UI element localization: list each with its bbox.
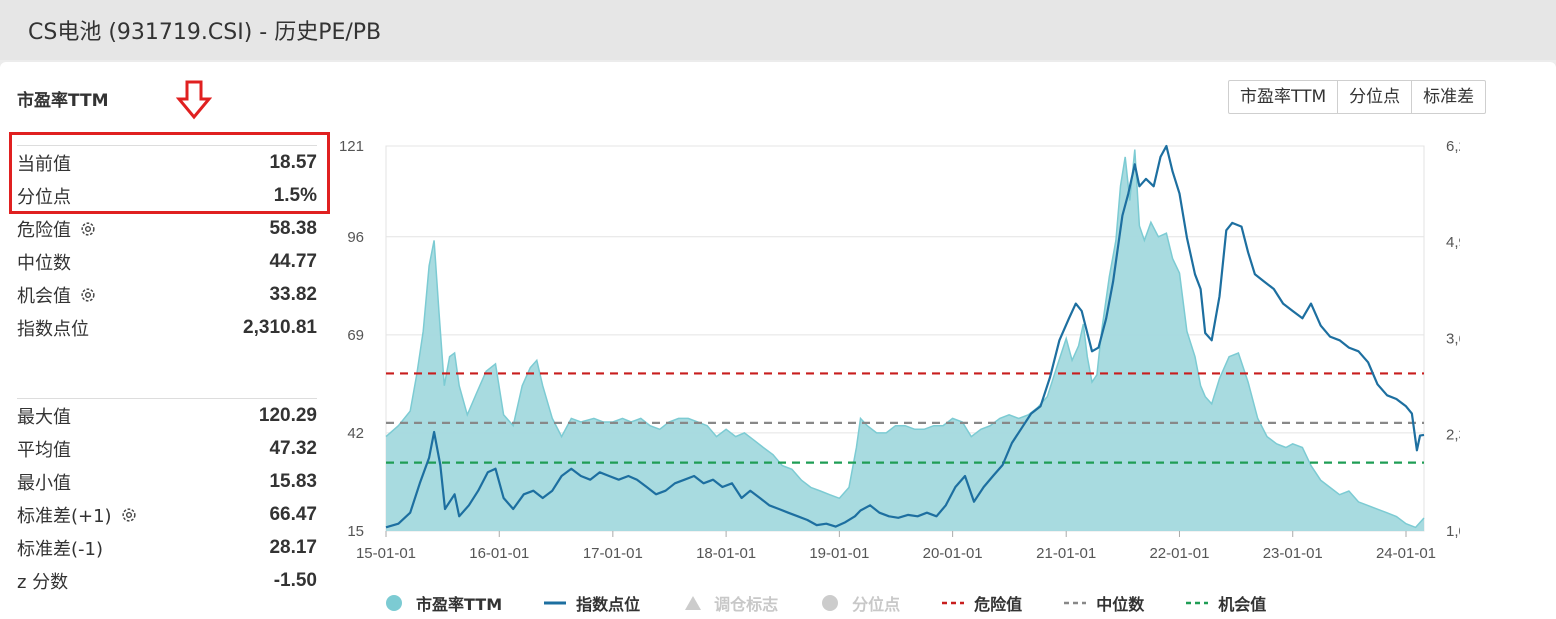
y-left-tick-label: 69 (347, 327, 364, 344)
stat-label: 最小值 (17, 472, 71, 494)
stat-value: 18.57 (269, 151, 317, 173)
stat-row-median: 中位数 44.77 (17, 245, 317, 278)
x-tick-label: 24-01-01 (1376, 545, 1436, 562)
stat-value: 2,310.81 (243, 316, 317, 338)
y-left-tick-label: 121 (339, 138, 364, 155)
stat-label: 指数点位 (17, 318, 89, 340)
gear-icon[interactable] (79, 220, 97, 238)
legend-label: 指数点位 (576, 595, 641, 614)
stat-value: 58.38 (269, 217, 317, 239)
stat-label: 标准差(-1) (17, 538, 103, 560)
title-bar: CS电池 (931719.CSI) - 历史PE/PB (0, 0, 1556, 60)
stat-value: 120.29 (258, 404, 317, 426)
page-title: CS电池 (931719.CSI) - 历史PE/PB (28, 20, 382, 45)
stat-label: 中位数 (17, 252, 71, 274)
stat-row-max: 最大值 120.29 (17, 399, 317, 432)
legend-triangle-icon (685, 596, 702, 610)
stat-label: 标准差(+1) (17, 505, 112, 527)
stat-value: -1.50 (273, 569, 317, 591)
legend-item[interactable]: 调仓标志 (682, 591, 778, 615)
x-tick-label: 21-01-01 (1036, 545, 1096, 562)
stat-row-mean: 平均值 47.32 (17, 432, 317, 465)
std-dev-button[interactable]: 标准差 (1423, 87, 1475, 107)
legend-dash-icon (1186, 601, 1209, 605)
stat-label: 当前值 (17, 153, 71, 175)
legend-dash-icon (942, 601, 965, 605)
metric-button-group: 市盈率TTM 分位点 标准差 (1228, 80, 1487, 114)
x-tick-label: 15-01-01 (356, 545, 416, 562)
pe-ttm-button[interactable]: 市盈率TTM (1229, 81, 1339, 113)
y-left-tick-label: 15 (347, 523, 364, 540)
gear-icon[interactable] (79, 286, 97, 304)
legend-line-icon (544, 601, 567, 605)
y-right-tick-label: 1,000 (1446, 523, 1460, 540)
stat-value: 1.5% (273, 184, 317, 206)
legend-label: 中位数 (1096, 595, 1145, 614)
legend-label: 机会值 (1218, 595, 1267, 614)
legend-item[interactable]: 市盈率TTM (384, 591, 502, 615)
x-tick-label: 19-01-01 (809, 545, 869, 562)
legend-item[interactable]: 危险值 (942, 591, 1022, 615)
stat-value: 28.17 (269, 536, 317, 558)
stat-value: 33.82 (269, 283, 317, 305)
stat-label: z 分数 (17, 571, 69, 593)
x-tick-label: 22-01-01 (1149, 545, 1209, 562)
stat-label: 分位点 (17, 186, 71, 208)
stat-value: 44.77 (269, 250, 317, 272)
legend-item[interactable]: 机会值 (1186, 591, 1266, 615)
legend-label: 危险值 (974, 595, 1023, 614)
y-right-tick-label: 3,626 (1446, 330, 1460, 347)
stat-row-std-plus: 标准差(+1) 66.47 (17, 498, 317, 531)
legend-dot-icon (822, 595, 839, 611)
pe-history-chart: 15 42 69 96 121 1,000 2,313 3,626 4,939 6,249 15-0… (339, 138, 1460, 562)
stat-row-percentile: 分位点 1.5% (17, 179, 317, 212)
legend-label: 调仓标志 (714, 595, 779, 614)
legend-item[interactable]: 分位点 (820, 591, 900, 615)
divider (17, 398, 317, 399)
section-title: 市盈率TTM (17, 91, 109, 111)
down-arrow-icon (176, 80, 212, 120)
percentile-button[interactable]: 分位点 (1338, 81, 1413, 113)
x-tick-label: 20-01-01 (923, 545, 983, 562)
stat-row-danger: 危险值 58.38 (17, 212, 317, 245)
x-tick-label: 23-01-01 (1263, 545, 1323, 562)
legend-item[interactable]: 指数点位 (544, 591, 640, 615)
gear-icon[interactable] (120, 506, 138, 524)
stat-label: 危险值 (17, 219, 71, 241)
y-right-tick-label: 2,313 (1446, 427, 1460, 444)
stat-row-current: 当前值 18.57 (17, 146, 317, 179)
stat-row-std-minus: 标准差(-1) 28.17 (17, 531, 317, 564)
index-level-line (385, 144, 1425, 529)
y-left-tick-label: 42 (347, 425, 364, 442)
stat-row-index-level: 指数点位 2,310.81 (17, 311, 317, 344)
stat-row-zscore: z 分数 -1.50 (17, 564, 317, 597)
stat-value: 66.47 (269, 503, 317, 525)
x-tick-label: 16-01-01 (469, 545, 529, 562)
highlight-box (9, 132, 330, 214)
chart-legend: 市盈率TTM 指数点位 调仓标志 分位点 危险值 中位数 机会值 (384, 590, 1444, 616)
y-right-tick-label: 4,939 (1446, 234, 1460, 251)
legend-item[interactable]: 中位数 (1064, 591, 1144, 615)
stats-top: 当前值 18.57 分位点 1.5% 危险值 58.38 中位数 44.77 机… (17, 145, 317, 344)
x-tick-label: 18-01-01 (696, 545, 756, 562)
stat-label: 机会值 (17, 285, 71, 307)
legend-dash-icon (1064, 601, 1087, 605)
stat-label: 平均值 (17, 439, 71, 461)
stat-value: 47.32 (269, 437, 317, 459)
pe-ttm-line (385, 149, 1425, 529)
legend-label: 市盈率TTM (416, 595, 503, 614)
stat-row-min: 最小值 15.83 (17, 465, 317, 498)
stat-value: 15.83 (269, 470, 317, 492)
x-tick-label: 17-01-01 (583, 545, 643, 562)
divider (17, 145, 317, 146)
stat-row-opportunity: 机会值 33.82 (17, 278, 317, 311)
legend-dot-icon (386, 595, 402, 611)
y-right-tick-label: 6,249 (1446, 138, 1460, 155)
y-left-tick-label: 96 (347, 229, 364, 246)
stats-bottom: 最大值 120.29 平均值 47.32 最小值 15.83 标准差(+1) 6… (17, 398, 317, 597)
stat-label: 最大值 (17, 406, 71, 428)
pe-ttm-area (386, 149, 1424, 531)
legend-label: 分位点 (852, 595, 901, 614)
